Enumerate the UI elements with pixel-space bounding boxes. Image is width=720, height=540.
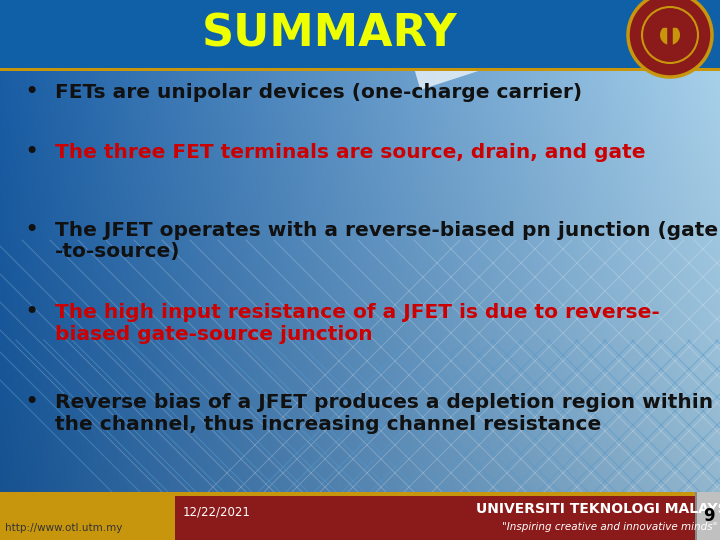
Text: http://www.otl.utm.my: http://www.otl.utm.my xyxy=(5,523,122,533)
Bar xyxy=(0,492,720,496)
Polygon shape xyxy=(400,0,720,90)
Text: •: • xyxy=(25,300,39,324)
Text: biased gate-source junction: biased gate-source junction xyxy=(55,325,373,343)
Text: •: • xyxy=(25,80,39,104)
Text: Reverse bias of a JFET produces a depletion region within: Reverse bias of a JFET produces a deplet… xyxy=(55,393,713,411)
Text: The JFET operates with a reverse-biased pn junction (gate: The JFET operates with a reverse-biased … xyxy=(55,220,718,240)
Text: 12/22/2021: 12/22/2021 xyxy=(183,505,251,518)
Text: -to-source): -to-source) xyxy=(55,242,181,261)
Text: SUMMARY: SUMMARY xyxy=(202,12,458,56)
Text: The high input resistance of a JFET is due to reverse-: The high input resistance of a JFET is d… xyxy=(55,302,660,321)
Text: •: • xyxy=(25,140,39,164)
Bar xyxy=(0,492,720,540)
Bar xyxy=(697,492,720,540)
Text: •: • xyxy=(25,218,39,242)
Bar xyxy=(0,496,175,540)
Bar xyxy=(0,0,720,68)
Text: UNIVERSITI TEKNOLOGI MALAYSIA: UNIVERSITI TEKNOLOGI MALAYSIA xyxy=(476,502,720,516)
Text: 9: 9 xyxy=(703,507,714,525)
Text: "Inspiring creative and innovative minds": "Inspiring creative and innovative minds… xyxy=(503,522,718,532)
Circle shape xyxy=(660,25,680,45)
Circle shape xyxy=(628,0,712,77)
Bar xyxy=(695,492,697,540)
Polygon shape xyxy=(300,0,720,42)
Text: •: • xyxy=(25,390,39,414)
Text: The three FET terminals are source, drain, and gate: The three FET terminals are source, drai… xyxy=(55,143,646,161)
Text: the channel, thus increasing channel resistance: the channel, thus increasing channel res… xyxy=(55,415,601,434)
Bar xyxy=(0,68,720,71)
Text: FETs are unipolar devices (one-charge carrier): FETs are unipolar devices (one-charge ca… xyxy=(55,83,582,102)
